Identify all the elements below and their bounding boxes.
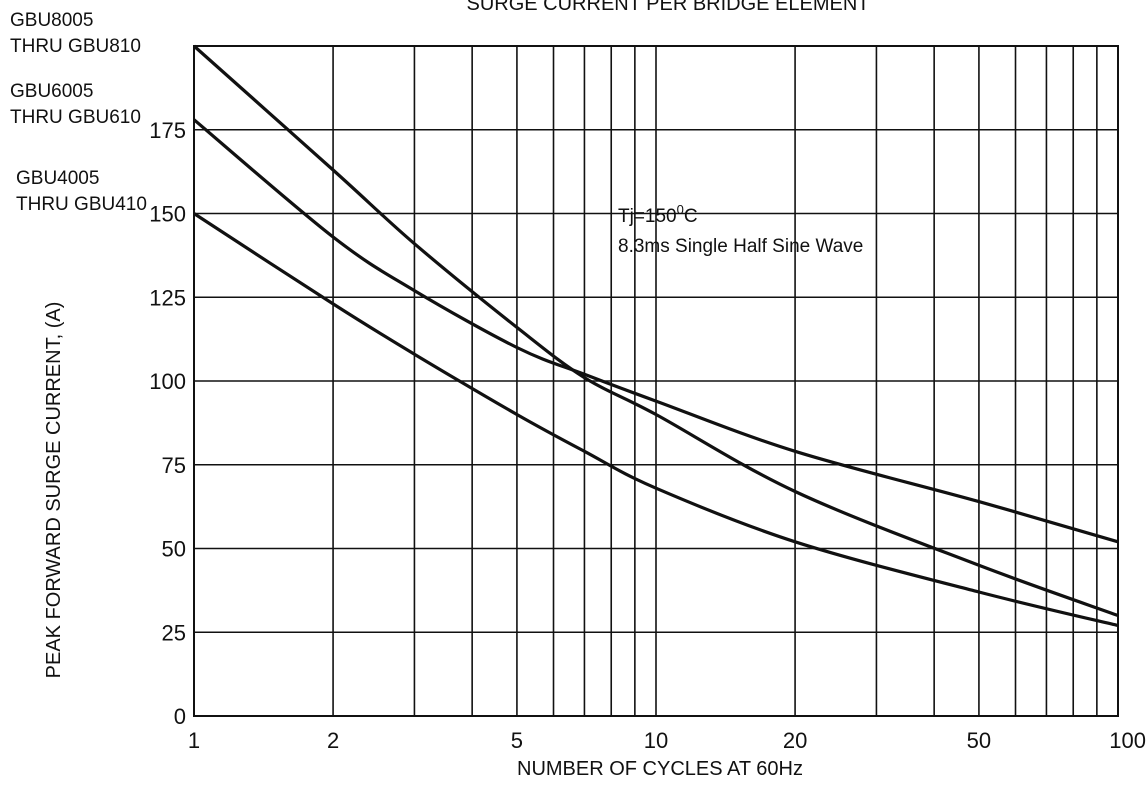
series-label-line2: THRU GBU610 (10, 107, 141, 128)
x-tick-label: 100 (1109, 728, 1146, 753)
series-label-line2: THRU GBU810 (10, 36, 141, 57)
x-tick-label: 50 (967, 728, 991, 753)
y-tick-label: 125 (149, 285, 186, 310)
x-axis-label: NUMBER OF CYCLES AT 60Hz (517, 758, 803, 780)
x-tick-labels: 1 2 5 10 20 50 100 (188, 728, 1146, 753)
y-tick-label: 75 (162, 453, 186, 478)
y-tick-label: 175 (149, 118, 186, 143)
y-gridlines (194, 45, 1118, 717)
y-tick-labels: 0 25 50 75 100 125 150 175 (149, 118, 186, 729)
series-label-line1: GBU4005 (16, 168, 99, 189)
y-tick-label: 100 (149, 369, 186, 394)
series-label-line1: GBU6005 (10, 81, 93, 102)
series-line-3 (193, 212, 1119, 628)
y-axis-label: PEAK FORWARD SURGE CURRENT, (A) (43, 302, 65, 679)
annotation-waveform: 8.3ms Single Half Sine Wave (618, 236, 863, 257)
annotation-superscript: 0 (677, 202, 684, 217)
annotation-unit: C (684, 206, 698, 227)
series-labels: GBU8005 THRU GBU810 GBU6005 THRU GBU610 GBU4… (10, 10, 147, 215)
series-curves (192, 44, 1119, 628)
x-tick-label: 5 (511, 728, 523, 753)
y-tick-label: 25 (162, 620, 186, 645)
x-tick-label: 10 (644, 728, 668, 753)
chart-title: SURGE CURRENT PER BRIDGE ELEMENT (466, 0, 869, 15)
series-label-line1: GBU8005 (10, 10, 93, 31)
series-line-1 (192, 44, 1119, 618)
y-tick-label: 150 (149, 202, 186, 227)
plot-frame (193, 45, 1119, 717)
series-label-line2: THRU GBU410 (16, 194, 147, 215)
annotation-temperature: Tj=1500C (618, 202, 698, 227)
series-line-2 (192, 118, 1119, 544)
x-tick-label: 20 (783, 728, 807, 753)
x-tick-label: 1 (188, 728, 200, 753)
x-tick-label: 2 (327, 728, 339, 753)
conditions-annotation: Tj=1500C 8.3ms Single Half Sine Wave (618, 202, 863, 257)
y-tick-label: 0 (174, 704, 186, 729)
y-tick-label: 50 (162, 537, 186, 562)
